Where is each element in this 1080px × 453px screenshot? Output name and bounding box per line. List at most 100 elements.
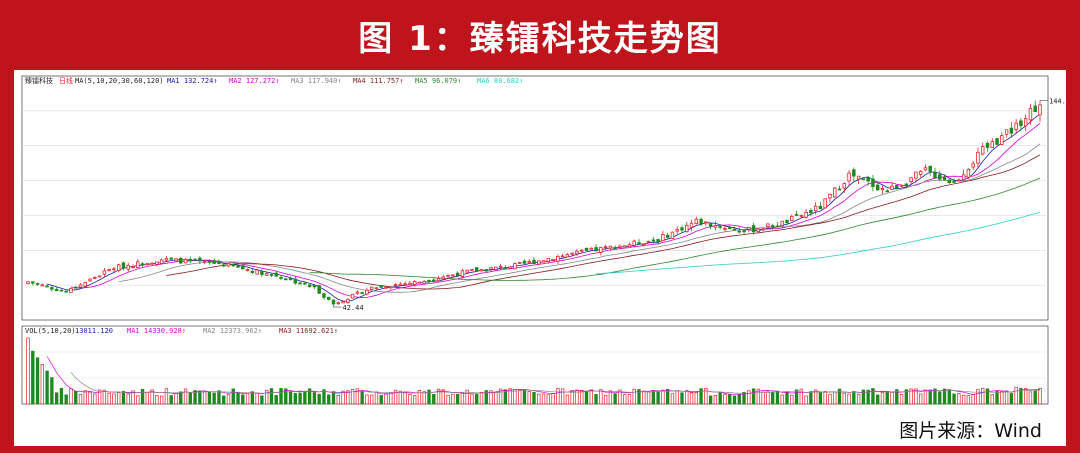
candle-body — [341, 301, 345, 304]
volume-bar — [288, 391, 293, 405]
candle-body — [522, 260, 527, 264]
candle-body — [140, 263, 145, 266]
candle-body — [608, 245, 613, 249]
candle-body — [914, 171, 918, 179]
volume-bar — [918, 393, 923, 405]
candle-body — [847, 172, 851, 182]
candle-body — [904, 183, 909, 186]
candle-body — [255, 269, 259, 275]
volume-bar — [307, 388, 312, 405]
volume-bar — [188, 392, 192, 405]
volume-bar — [551, 393, 555, 405]
volume-bar — [627, 393, 632, 405]
candle-body — [159, 259, 164, 264]
volume-bar — [470, 394, 474, 405]
volume-bar — [522, 389, 527, 405]
volume-bar — [603, 394, 608, 405]
candle-body — [794, 214, 799, 216]
volume-bar — [813, 389, 818, 405]
volume-bar — [837, 388, 842, 405]
volume-bar — [212, 392, 216, 405]
volume-bar — [484, 390, 488, 405]
high-label: 144.86 — [1049, 97, 1066, 105]
candle-body — [589, 247, 594, 250]
candle-body — [369, 286, 374, 290]
volume-bar — [847, 393, 851, 405]
volume-bar — [498, 388, 503, 405]
ma-line-ma3 — [118, 143, 1041, 293]
volume-bar — [513, 389, 517, 405]
candle-body — [513, 263, 517, 270]
candle-body — [656, 239, 660, 242]
candle-body — [938, 174, 942, 180]
volume-bar — [121, 391, 126, 405]
candle-body — [312, 284, 317, 288]
volume-bar — [436, 388, 441, 405]
candle-body — [990, 141, 994, 149]
candle-body — [570, 252, 574, 255]
candle-body — [45, 285, 49, 288]
volume-bar — [317, 393, 321, 405]
candle-body — [393, 284, 398, 287]
volume-bar — [145, 391, 150, 405]
candle-body — [713, 224, 718, 228]
candle-body — [599, 247, 603, 253]
candle-body — [895, 185, 899, 189]
volume-bar — [775, 390, 780, 405]
candle-body — [766, 223, 770, 227]
volume-bar — [718, 391, 722, 405]
candle-body — [880, 187, 885, 190]
candle-body — [322, 293, 326, 298]
candle-body — [465, 269, 469, 273]
volume-bar — [532, 392, 536, 405]
candle-body — [517, 261, 522, 264]
volume-bar — [1009, 393, 1014, 405]
volume-bar — [169, 395, 173, 405]
volume-bar — [126, 393, 130, 405]
candle-body — [751, 225, 756, 233]
volume-bar — [136, 395, 140, 405]
candle-body — [918, 170, 923, 175]
candle-body — [780, 220, 784, 226]
volume-bar — [1038, 388, 1042, 405]
volume-bar — [899, 394, 904, 405]
volume-bar — [155, 395, 159, 405]
candle-body — [78, 284, 83, 288]
volume-legend-ma3: MA3 11692.621↑ — [279, 327, 338, 335]
candle-body — [804, 212, 808, 218]
volume-bar — [565, 394, 570, 405]
volume-bar — [45, 370, 49, 405]
candle-body — [957, 179, 961, 182]
candle-body — [212, 260, 216, 264]
candle-body — [293, 278, 298, 284]
volume-bar — [732, 395, 737, 405]
volume-bar — [202, 391, 207, 405]
volume-bar — [408, 394, 412, 405]
candle-body — [580, 249, 584, 252]
volume-bar — [856, 393, 861, 405]
volume-bar — [412, 395, 417, 405]
candle-body — [508, 266, 512, 269]
candle-body — [93, 277, 97, 279]
volume-bar — [455, 393, 460, 405]
candle-body — [551, 259, 555, 261]
volume-bar — [379, 395, 383, 405]
candle-body — [432, 279, 436, 282]
volume-bar — [1004, 390, 1009, 405]
volume-bar — [665, 388, 670, 405]
volume-bar — [947, 389, 951, 405]
volume-ma-line-ma3 — [70, 372, 1041, 394]
volume-bar — [804, 395, 808, 405]
candle-body — [155, 261, 159, 265]
volume-bar — [909, 388, 913, 405]
candle-body — [207, 261, 212, 263]
stock-chart: 臻镭科技 日线 MA(5,10,20,30,60,120) MA1 132.724↑ M… — [21, 75, 1066, 405]
candle-body — [1014, 122, 1018, 130]
volume-bar — [861, 389, 866, 405]
volume-bar — [985, 388, 990, 405]
volume-bar — [269, 388, 274, 405]
volume-bar — [656, 390, 660, 405]
volume-bar — [1028, 391, 1033, 405]
volume-bar — [646, 391, 651, 405]
candle-body — [269, 274, 274, 276]
